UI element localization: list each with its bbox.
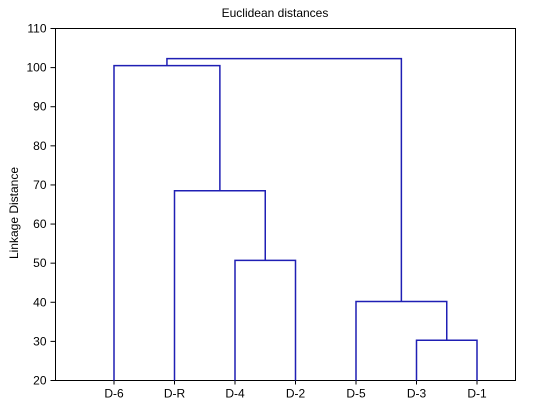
y-tick-label: 90 [33,100,47,114]
plot-frame [55,28,516,381]
y-tick-label: 30 [33,334,47,348]
y-tick-label: 70 [33,178,47,192]
y-axis: 20 30 40 50 60 70 80 90 100 110 [26,22,56,388]
dendrogram-links [113,57,478,381]
y-tick-label: 110 [27,22,46,36]
leaf-label: D-3 [407,387,427,401]
cluster-link [173,190,266,381]
cluster-link [234,259,297,381]
y-tick-label: 20 [33,374,47,388]
leaf-label: D-2 [286,387,306,401]
cluster-link [166,57,403,302]
leaf-label: D-1 [467,387,487,401]
leaf-label: D-R [164,387,186,401]
y-tick-label: 80 [33,139,47,153]
leaf-label: D-6 [104,387,124,401]
y-tick-label: 60 [33,217,47,231]
y-tick-label: 50 [33,256,47,270]
x-axis: D-6 D-R D-4 D-2 D-5 D-3 D-1 [104,380,487,401]
leaf-label: D-5 [346,387,366,401]
y-axis-label: Linkage Distance [7,167,21,259]
y-tick-label: 40 [33,295,47,309]
y-tick-label: 100 [26,61,46,75]
cluster-link [113,64,221,381]
leaf-label: D-4 [225,387,245,401]
cluster-link [415,339,478,381]
chart-title: Euclidean distances [222,6,329,20]
cluster-link [355,300,448,381]
